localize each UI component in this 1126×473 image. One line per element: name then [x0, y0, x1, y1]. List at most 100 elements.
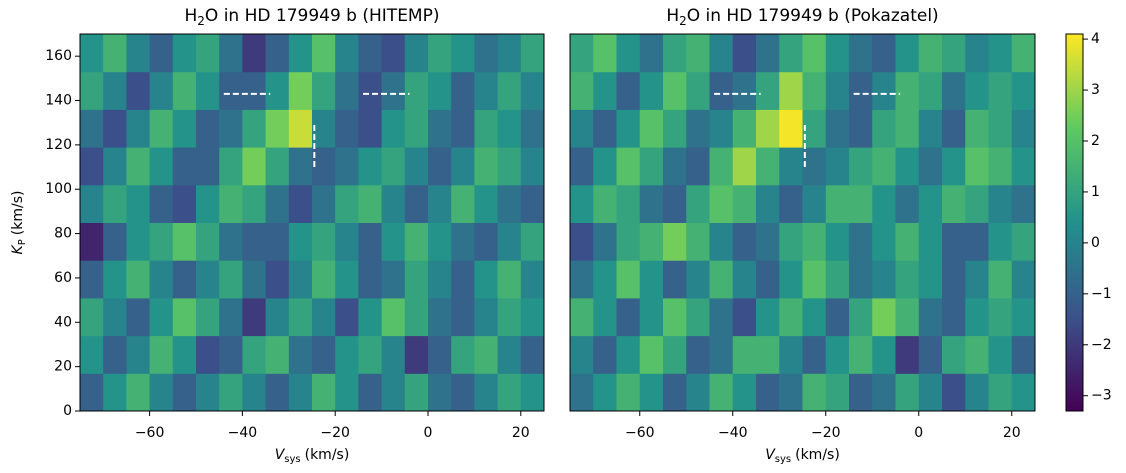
heat-cell: [593, 71, 617, 110]
heat-cell: [872, 297, 896, 337]
heat-cell: [172, 335, 197, 374]
heat-cell: [570, 222, 594, 261]
label-symbol: K: [10, 243, 26, 254]
heat-cell: [474, 147, 499, 186]
title-part: H: [184, 6, 197, 26]
heat-cell: [520, 222, 545, 261]
heat-cell: [663, 109, 687, 148]
heat-cell: [616, 260, 641, 299]
heat-cell: [709, 222, 734, 261]
heat-cell: [872, 335, 896, 374]
title-part: O in HD 179949 b (Pokazatel): [687, 6, 939, 26]
heat-cell: [825, 184, 850, 223]
heat-cell: [265, 34, 290, 73]
heat-cell: [593, 335, 617, 374]
title-sub: 2: [679, 14, 687, 28]
heat-cell: [965, 184, 989, 223]
heat-cell: [149, 71, 174, 110]
heat-cell: [358, 147, 383, 186]
heat-cell: [872, 260, 896, 299]
heat-cell: [942, 335, 966, 374]
y-tick-label: 100: [45, 181, 72, 197]
colorbar-tick-label: 1: [1091, 184, 1100, 200]
label-sub: sys: [284, 454, 300, 465]
x-tick-label: −60: [135, 425, 165, 441]
heat-cell: [474, 373, 499, 412]
x-tick-label: −60: [625, 425, 655, 441]
heat-cell: [288, 297, 313, 337]
heat-cell: [172, 297, 197, 337]
heat-cell: [895, 373, 920, 412]
heat-cell: [242, 335, 267, 374]
heat-cell: [802, 373, 827, 412]
heat-cell: [639, 34, 664, 73]
heat-cell: [616, 184, 641, 223]
heat-cell: [80, 34, 104, 73]
heat-cell: [663, 34, 687, 73]
heat-cell: [428, 297, 452, 337]
heat-cell: [779, 260, 803, 299]
heat-cell: [988, 297, 1013, 337]
heat-cell: [686, 34, 710, 73]
heat-cell: [80, 297, 104, 337]
y-tick-label: 60: [54, 270, 72, 286]
heat-cell: [895, 297, 920, 337]
heat-cell: [335, 184, 359, 223]
heat-cell: [265, 373, 290, 412]
heat-cell: [520, 297, 545, 337]
heat-cell: [988, 147, 1013, 186]
heat-cell: [520, 147, 545, 186]
heat-cell: [686, 260, 710, 299]
heat-cell: [242, 297, 267, 337]
heat-cell: [1011, 260, 1036, 299]
heat-cell: [872, 34, 896, 73]
heat-cell: [312, 335, 336, 374]
heat-cell: [988, 222, 1013, 261]
heat-cell: [942, 71, 966, 110]
heat-cell: [520, 260, 545, 299]
heat-cell: [196, 335, 220, 374]
heat-cell: [149, 147, 174, 186]
heat-cell: [335, 71, 359, 110]
heat-cell: [686, 335, 710, 374]
heat-cell: [242, 71, 267, 110]
heat-cell: [686, 297, 710, 337]
heat-cell: [103, 71, 127, 110]
heat-cell: [219, 373, 243, 412]
heat-cell: [80, 260, 104, 299]
heat-cell: [872, 373, 896, 412]
heat-cell: [219, 109, 243, 148]
heat-cell: [942, 147, 966, 186]
heat-cell: [895, 222, 920, 261]
heat-cell: [474, 260, 499, 299]
heat-cell: [196, 373, 220, 412]
colorbar: [1065, 33, 1084, 412]
heat-cell: [709, 260, 734, 299]
x-tick-label: 20: [512, 425, 530, 441]
heat-cell: [942, 260, 966, 299]
heat-cell: [126, 147, 151, 186]
heat-cell: [80, 71, 104, 110]
label-symbol: V: [765, 447, 776, 463]
heat-cell: [849, 260, 873, 299]
heat-cell: [663, 297, 687, 337]
heat-cell: [428, 147, 452, 186]
heat-cell: [172, 109, 197, 148]
heat-cell: [779, 373, 803, 412]
heat-cell: [570, 260, 594, 299]
heat-cell: [126, 34, 151, 73]
heat-cell: [593, 109, 617, 148]
y-axis-label: KP (km/s): [10, 191, 28, 255]
heat-cell: [663, 71, 687, 110]
heat-cell: [172, 71, 197, 110]
heat-cell: [451, 109, 475, 148]
x-tick-label: 0: [424, 425, 433, 441]
heat-cell: [732, 34, 757, 73]
heat-cell: [686, 184, 710, 223]
heat-cell: [149, 109, 174, 148]
label-symbol: V: [275, 447, 286, 463]
heat-cell: [849, 71, 873, 110]
heat-cell: [639, 222, 664, 261]
heat-cell: [265, 297, 290, 337]
heat-cell: [103, 222, 127, 261]
